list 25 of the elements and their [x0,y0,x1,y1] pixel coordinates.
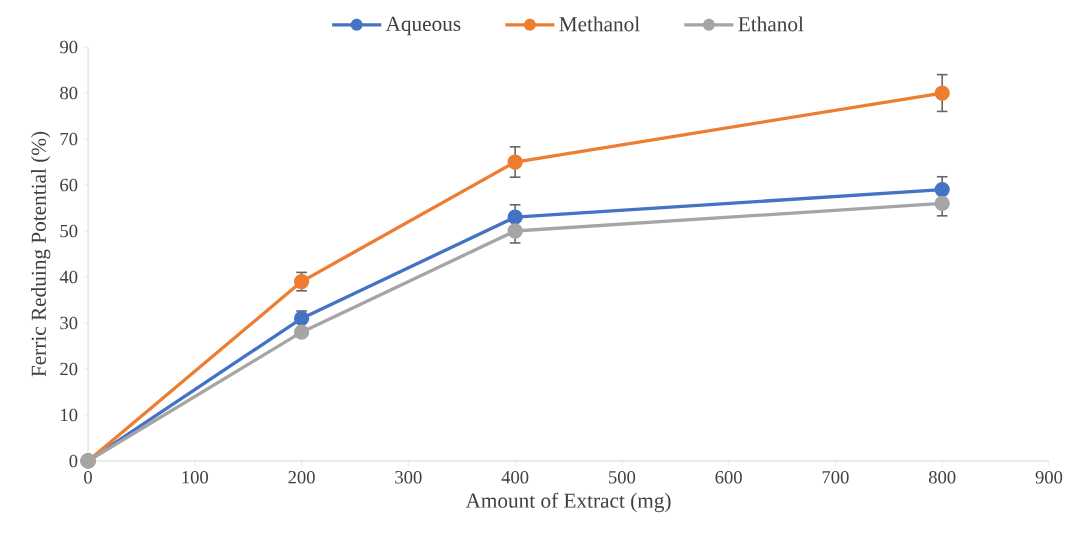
legend-label: Ethanol [738,16,804,32]
y-tick-label: 60 [60,178,78,192]
x-tick-label: 200 [288,470,315,484]
y-tick-label: 90 [60,40,78,54]
x-tick-label: 600 [715,470,742,484]
y-tick-label: 0 [69,454,78,468]
legend-label: Methanol [559,16,640,32]
x-tick-label: 700 [822,470,849,484]
x-tick-label: 100 [182,470,209,484]
y-tick-label: 50 [60,224,78,238]
y-tick-label: 10 [61,408,78,422]
x-tick-label: 300 [395,470,422,484]
y-tick-label: 40 [59,270,78,284]
y-tick-label: 70 [60,132,78,146]
y-tick-label: 20 [60,362,78,376]
x-tick-label: 400 [501,470,529,484]
x-tick-label: 800 [928,470,956,484]
x-axis-title: Amount of Extract (mg) [465,492,671,513]
x-tick-label: 0 [84,470,92,484]
x-tick-label: 900 [1035,470,1063,484]
y-tick-label: 30 [60,316,78,330]
x-tick-label: 500 [609,470,636,484]
y-axis-title: Ferric Reduing Potential (%) [30,131,51,377]
legend-label: Aqueous [385,16,461,36]
y-tick-label: 80 [60,86,78,100]
